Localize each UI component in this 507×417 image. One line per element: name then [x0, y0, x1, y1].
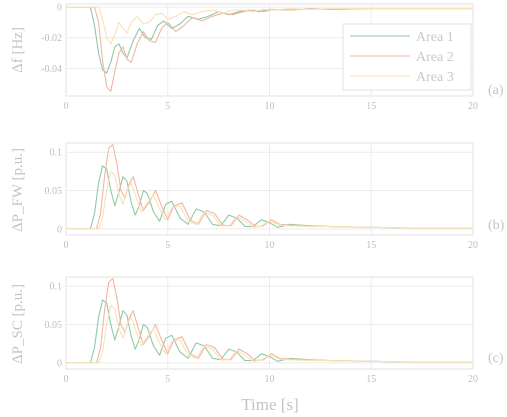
- panel-b-x-tick-label: 5: [165, 240, 170, 251]
- panel-a-y-axis-label: Δf [Hz]: [10, 27, 26, 73]
- panel-c-x-ticks: 0 5 10 15 20: [64, 374, 479, 385]
- panel-b-y-tick-label: 0: [57, 224, 62, 235]
- panel-b-y-axis-label: ΔP_FW [p.u.]: [10, 148, 26, 232]
- panel-b-series-area-2: [66, 143, 473, 230]
- panel-a-y-tick-label: 0: [57, 3, 62, 14]
- panel-a-y-tick-label: -0.04: [41, 64, 62, 75]
- x-axis-label: Time [s]: [241, 395, 298, 414]
- legend-label-area-1: Area 1: [416, 30, 454, 45]
- panel-c-y-axis-label: ΔP_SC [p.u.]: [10, 284, 26, 364]
- panel-a-y-ticks: 0 -0.02 -0.04: [41, 3, 62, 75]
- panel-b-label: (b): [488, 218, 505, 233]
- panel-c-x-tick-label: 10: [265, 374, 275, 385]
- panel-c-y-tick-label: 0.05: [45, 320, 63, 331]
- panel-c: 0 5 10 15 20 0 0.05 0.1 ΔP_SC [p.u.] (c): [10, 276, 504, 385]
- panel-b-series-area-3: [66, 170, 473, 230]
- panel-a-y-tick-label: -0.02: [41, 33, 62, 44]
- panel-c-x-tick-label: 20: [468, 374, 478, 385]
- panel-c-x-tick-label: 0: [64, 374, 69, 385]
- panel-a-x-tick-label: 0: [64, 101, 69, 112]
- panel-a: 0 5 10 15 20 0 -0.02 -0.04 Δf [Hz] (a) Area 1 …: [10, 3, 504, 112]
- panel-a-series-area-3: [66, 6, 473, 45]
- panel-c-label: (c): [488, 351, 504, 366]
- panel-b-series-area-1: [66, 165, 473, 230]
- panel-c-series-area-3: [66, 304, 473, 364]
- panel-b-y-ticks: 0 0.05 0.1: [45, 148, 63, 236]
- panel-b-y-tick-label: 0.1: [50, 148, 63, 159]
- panel-b-y-tick-label: 0.05: [45, 186, 63, 197]
- panel-c-y-tick-label: 0: [57, 358, 62, 369]
- panel-c-y-tick-label: 0.1: [50, 282, 63, 293]
- panel-b-x-tick-label: 20: [468, 240, 478, 251]
- panel-b-x-tick-label: 15: [366, 240, 376, 251]
- panel-a-x-tick-label: 10: [265, 101, 275, 112]
- panel-b-x-ticks: 0 5 10 15 20: [64, 240, 479, 251]
- panel-a-label: (a): [488, 83, 504, 98]
- legend-label-area-2: Area 2: [416, 50, 454, 65]
- legend-box: [342, 23, 472, 91]
- panel-a-x-tick-label: 20: [468, 101, 478, 112]
- panel-b: 0 5 10 15 20 0 0.05 0.1 ΔP_FW [p.u.] (b): [10, 142, 505, 251]
- panel-c-series-area-1: [66, 299, 473, 364]
- panel-c-x-tick-label: 15: [366, 374, 376, 385]
- panel-a-series: [66, 6, 473, 92]
- panel-a-x-ticks: 0 5 10 15 20: [64, 101, 479, 112]
- panel-b-x-tick-label: 0: [64, 240, 69, 251]
- legend: Area 1 Area 2 Area 3: [342, 23, 472, 91]
- legend-label-area-3: Area 3: [416, 70, 454, 85]
- panel-b-series: [66, 143, 473, 230]
- panel-a-x-tick-label: 5: [165, 101, 170, 112]
- panel-c-series-area-2: [66, 277, 473, 364]
- panel-b-x-tick-label: 10: [265, 240, 275, 251]
- panel-c-series: [66, 277, 473, 364]
- panel-a-x-tick-label: 15: [366, 101, 376, 112]
- panel-c-y-ticks: 0 0.05 0.1: [45, 282, 63, 370]
- panel-c-x-tick-label: 5: [165, 374, 170, 385]
